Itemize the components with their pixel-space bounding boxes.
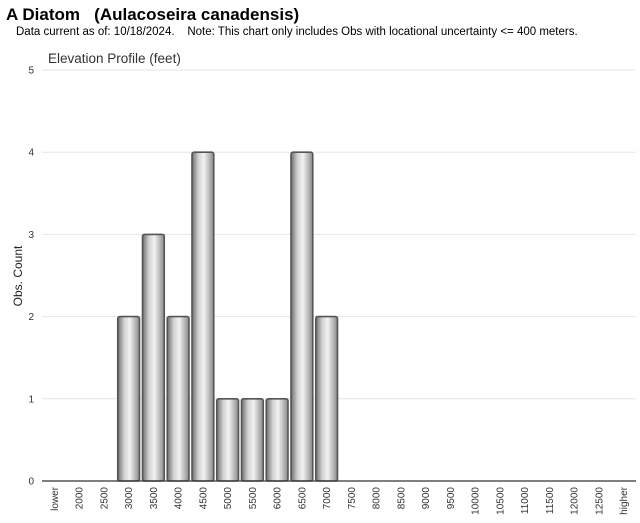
y-tick-label: 2 bbox=[28, 312, 34, 323]
x-tick-label: lower bbox=[50, 486, 61, 511]
x-tick-label: 9500 bbox=[446, 487, 457, 510]
y-tick-label: 4 bbox=[28, 148, 34, 159]
bar-6000 bbox=[265, 397, 289, 482]
x-tick-label: 5000 bbox=[223, 487, 234, 510]
chart-subtitle: Elevation Profile (feet) bbox=[48, 51, 181, 66]
bar-3000 bbox=[116, 315, 141, 482]
y-tick-label: 5 bbox=[28, 66, 34, 77]
x-tick-label: 8000 bbox=[372, 487, 383, 510]
y-tick-label: 1 bbox=[28, 394, 34, 405]
bar-7000 bbox=[314, 315, 339, 482]
bar-6500 bbox=[290, 151, 314, 482]
y-tick-label: 0 bbox=[28, 477, 34, 488]
bar-4000 bbox=[166, 315, 190, 482]
x-tick-label: 10000 bbox=[471, 487, 482, 515]
x-tick-label: 7000 bbox=[322, 487, 333, 510]
x-tick-label: 5500 bbox=[248, 487, 259, 510]
x-tick-label: 6500 bbox=[297, 487, 308, 510]
x-tick-label: 3500 bbox=[149, 487, 160, 510]
bar-5000 bbox=[215, 397, 240, 482]
x-tick-label: higher bbox=[619, 486, 630, 514]
chart-title: A Diatom (Aulacoseira canadensis) bbox=[6, 5, 300, 24]
x-tick-label: 9000 bbox=[421, 487, 432, 510]
y-tick-labels: 0 1 2 3 4 5 bbox=[28, 66, 34, 488]
x-tick-label: 12000 bbox=[570, 487, 581, 515]
x-tick-label: 11500 bbox=[545, 487, 556, 515]
bar-5500 bbox=[240, 397, 265, 482]
x-tick-label: 7500 bbox=[347, 487, 358, 510]
y-tick-label: 3 bbox=[28, 230, 34, 241]
data-note: Data current as of: 10/18/2024. Note: Th… bbox=[16, 26, 578, 38]
x-tick-labels: lower 2000 2500 3000 3500 4000 4500 5000 5500 600… bbox=[50, 486, 630, 514]
x-tick-label: 2500 bbox=[99, 487, 110, 510]
x-tick-label: 4500 bbox=[198, 487, 209, 510]
x-tick-label: 6000 bbox=[273, 487, 284, 510]
x-tick-label: 8500 bbox=[396, 487, 407, 510]
x-tick-label: 3000 bbox=[124, 487, 135, 510]
x-tick-label: 12500 bbox=[594, 487, 605, 515]
x-tick-label: 4000 bbox=[174, 487, 185, 510]
x-tick-label: 10500 bbox=[495, 487, 506, 515]
x-tick-label: 2000 bbox=[75, 487, 86, 510]
bar-4500 bbox=[191, 151, 215, 482]
y-axis-label: Obs. Count bbox=[11, 245, 25, 306]
grid-lines bbox=[42, 69, 636, 400]
bar-3500 bbox=[141, 233, 166, 482]
x-tick-label: 11000 bbox=[520, 487, 531, 515]
